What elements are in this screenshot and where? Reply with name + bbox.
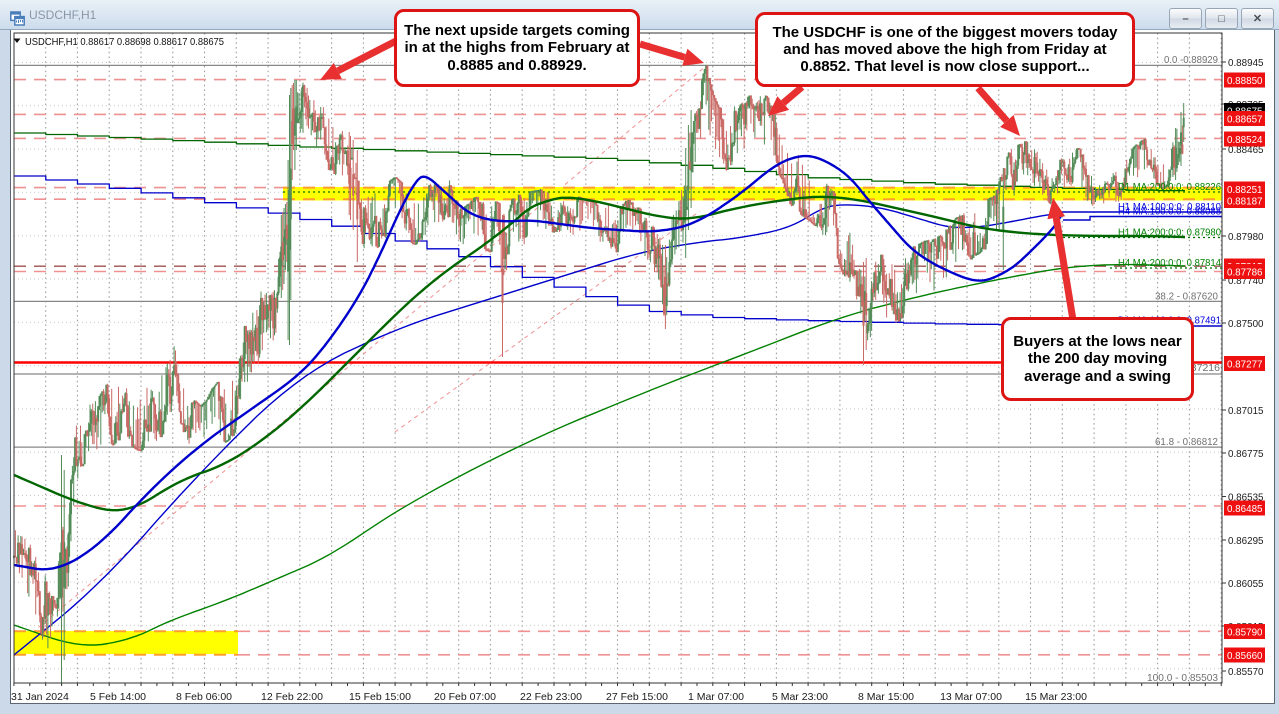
svg-text:5 Mar 23:00: 5 Mar 23:00 [772, 691, 828, 703]
svg-text:31 Jan 2024: 31 Jan 2024 [11, 691, 69, 703]
svg-text:8 Feb 06:00: 8 Feb 06:00 [176, 691, 232, 703]
svg-text:22 Feb 23:00: 22 Feb 23:00 [520, 691, 582, 703]
svg-text:0.86775: 0.86775 [1228, 448, 1264, 460]
svg-text:15 Feb 15:00: 15 Feb 15:00 [349, 691, 411, 703]
svg-text:H4 MA:200:0:0: 0.87814: H4 MA:200:0:0: 0.87814 [1118, 258, 1221, 269]
svg-text:0.87216: 0.87216 [1182, 363, 1220, 374]
svg-text:8 Mar 15:00: 8 Mar 15:00 [858, 691, 914, 703]
svg-text:0.87500: 0.87500 [1228, 318, 1264, 330]
svg-text:0.85790: 0.85790 [1227, 627, 1263, 639]
svg-text:27 Feb 15:00: 27 Feb 15:00 [606, 691, 668, 703]
svg-text:0.87786: 0.87786 [1227, 267, 1263, 279]
svg-text:0.85570: 0.85570 [1228, 666, 1264, 678]
svg-text:0.86055: 0.86055 [1228, 578, 1264, 590]
svg-text:13 Mar 07:00: 13 Mar 07:00 [940, 691, 1002, 703]
svg-text:0.87015: 0.87015 [1228, 405, 1264, 417]
svg-text:100.0 - 0.85503: 100.0 - 0.85503 [1147, 672, 1218, 684]
svg-text:0.87277: 0.87277 [1227, 359, 1263, 371]
svg-text:61.8 - 0.86812: 61.8 - 0.86812 [1155, 436, 1218, 448]
svg-text:0.88465: 0.88465 [1228, 144, 1264, 156]
svg-text:0.88657: 0.88657 [1227, 114, 1263, 126]
svg-text:0.87980: 0.87980 [1228, 231, 1264, 243]
svg-text:0.85660: 0.85660 [1227, 650, 1263, 662]
svg-text:USDCHF,H1 0.88617 0.88698 0.8: USDCHF,H1 0.88617 0.88698 0.88617 0.8867… [25, 36, 224, 48]
svg-text:0.0 -0.88929: 0.0 -0.88929 [1164, 54, 1218, 66]
svg-text:1 Mar 07:00: 1 Mar 07:00 [688, 691, 744, 703]
svg-text:0.86295: 0.86295 [1228, 535, 1264, 547]
svg-text:38.2 - 0.87620: 38.2 - 0.87620 [1155, 290, 1218, 302]
svg-text:20 Feb 07:00: 20 Feb 07:00 [434, 691, 496, 703]
svg-text:0.88850: 0.88850 [1227, 75, 1263, 87]
svg-text:0.86485: 0.86485 [1227, 503, 1263, 515]
svg-text:H1 MA:200:0:0: 0.87980: H1 MA:200:0:0: 0.87980 [1118, 228, 1221, 239]
svg-text:12 Feb 22:00: 12 Feb 22:00 [261, 691, 323, 703]
svg-text:15 Mar 23:00: 15 Mar 23:00 [1025, 691, 1087, 703]
svg-text:0.88524: 0.88524 [1227, 134, 1263, 146]
svg-text:5 Feb 14:00: 5 Feb 14:00 [90, 691, 146, 703]
svg-text:H4 MA:100:0:0: 0.88088: H4 MA:100:0:0: 0.88088 [1118, 207, 1221, 218]
svg-text:0.88187: 0.88187 [1227, 196, 1263, 208]
svg-text:0.88945: 0.88945 [1228, 57, 1264, 69]
svg-text:H1 MA:100:0:0: 0.88110: H1 MA:100:0:0: 0.88110 [1118, 202, 1221, 213]
svg-text:D1 MA:200:0:0: 0.88226: D1 MA:200:0:0: 0.88226 [1118, 182, 1221, 193]
